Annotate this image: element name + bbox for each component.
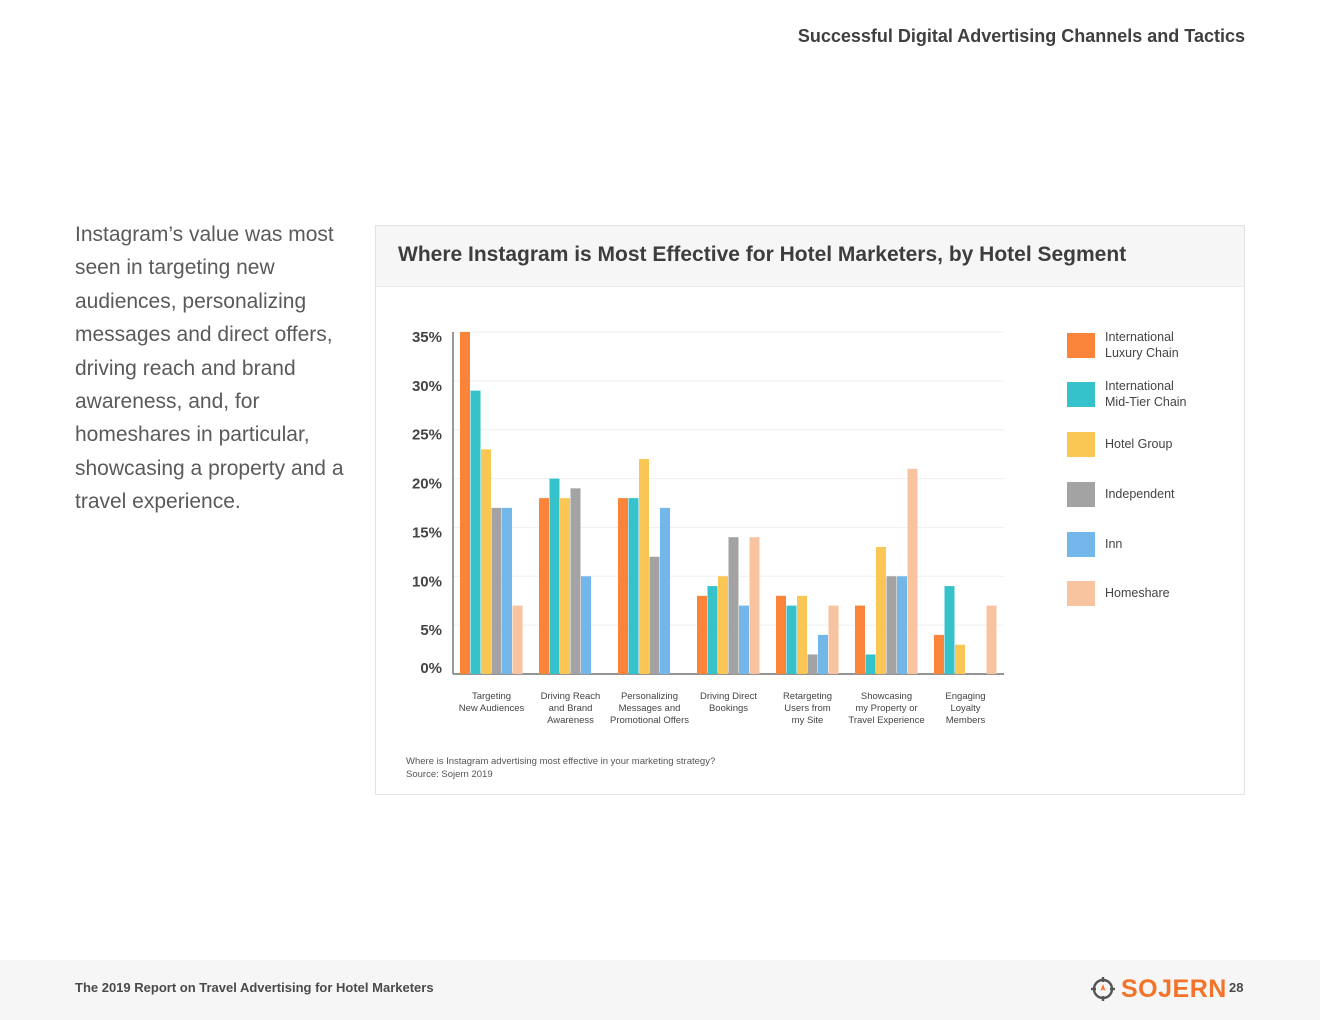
brand-wordmark: SOJERN — [1121, 974, 1227, 1003]
bar — [855, 605, 865, 674]
legend-label: Mid-Tier Chain — [1105, 395, 1187, 409]
legend-swatch — [1067, 382, 1095, 407]
bar — [581, 576, 591, 674]
bar — [491, 507, 502, 674]
bar — [865, 654, 876, 674]
sojern-logo: SOJERN — [1090, 973, 1227, 1005]
y-tick-label: 35% — [412, 329, 442, 346]
legend-label: Homeshare — [1105, 586, 1170, 600]
bar — [512, 605, 523, 674]
chart-card: Where Instagram is Most Effective for Ho… — [375, 225, 1245, 795]
bar — [728, 537, 739, 674]
legend-label: Hotel Group — [1105, 437, 1172, 451]
bar — [560, 498, 570, 674]
x-tick-label: my Property or — [855, 703, 917, 714]
legend-label: Independent — [1105, 487, 1175, 501]
bar — [934, 634, 944, 674]
x-tick-label: and Brand — [549, 703, 593, 714]
legend-label: International — [1105, 379, 1174, 393]
bar — [697, 595, 707, 674]
bar — [639, 459, 649, 674]
report-title: The 2019 Report on Travel Advertising fo… — [75, 980, 434, 995]
bar — [828, 605, 839, 674]
x-tick-label: New Audiences — [459, 703, 525, 714]
bar — [707, 586, 718, 674]
x-tick-label: Members — [946, 715, 986, 726]
bar — [660, 507, 670, 674]
y-tick-label: 5% — [420, 622, 442, 639]
bar — [470, 390, 481, 674]
legend-swatch — [1067, 333, 1095, 358]
y-tick-label: 30% — [412, 378, 442, 395]
x-tick-label: Bookings — [709, 703, 748, 714]
legend-label: International — [1105, 330, 1174, 344]
x-tick-label: Retargeting — [783, 691, 832, 702]
section-title: Successful Digital Advertising Channels … — [797, 26, 1245, 46]
x-tick-label: my Site — [792, 715, 824, 726]
bar — [739, 605, 749, 674]
x-tick-label: Driving Direct — [700, 691, 757, 702]
chart-notes: Where is Instagram advertising most effe… — [406, 755, 715, 781]
x-tick-label: Engaging — [945, 691, 985, 702]
x-tick-label: Targeting — [472, 691, 511, 702]
footer: The 2019 Report on Travel Advertising fo… — [0, 960, 1320, 1020]
legend-swatch — [1067, 482, 1095, 507]
x-tick-label: Personalizing — [621, 691, 678, 702]
legend-label: Luxury Chain — [1105, 346, 1179, 360]
bar — [618, 498, 628, 674]
x-tick-label: Users from — [784, 703, 831, 714]
bar — [481, 449, 491, 674]
chart-title: Where Instagram is Most Effective for Ho… — [398, 243, 1127, 266]
y-tick-label: 20% — [412, 476, 442, 493]
y-tick-label: 25% — [412, 427, 442, 444]
bar — [628, 498, 639, 674]
bar — [876, 546, 886, 674]
bar — [818, 634, 828, 674]
chart-card-header: Where Instagram is Most Effective for Ho… — [376, 226, 1244, 287]
bar — [786, 605, 797, 674]
bar — [807, 654, 818, 674]
bar — [539, 498, 549, 674]
bar — [944, 586, 955, 674]
bar — [986, 605, 997, 674]
bar — [502, 507, 512, 674]
legend-swatch — [1067, 432, 1095, 457]
x-tick-label: Showcasing — [861, 691, 912, 702]
bar — [886, 576, 897, 674]
bar — [776, 595, 786, 674]
bar — [460, 332, 470, 674]
compass-icon — [1091, 977, 1115, 1001]
source-note: Source: Sojern 2019 — [406, 769, 493, 780]
y-tick-label: 10% — [412, 573, 442, 590]
bar — [955, 644, 965, 674]
bar — [797, 595, 807, 674]
bar — [718, 576, 728, 674]
y-tick-label: 0% — [420, 660, 442, 677]
legend-swatch — [1067, 532, 1095, 557]
legend-label: Inn — [1105, 537, 1122, 551]
bar — [907, 468, 918, 674]
intro-paragraph: Instagram’s value was most seen in targe… — [75, 223, 344, 514]
legend-swatch — [1067, 581, 1095, 606]
page-number: 28 — [1229, 980, 1244, 995]
survey-question: Where is Instagram advertising most effe… — [406, 756, 716, 767]
x-tick-label: Driving Reach — [541, 691, 601, 702]
x-tick-label: Awareness — [547, 715, 594, 726]
x-tick-label: Messages and — [619, 703, 681, 714]
bar — [549, 478, 560, 674]
x-tick-label: Travel Experience — [848, 715, 924, 726]
y-tick-label: 15% — [412, 524, 442, 541]
bar — [897, 576, 907, 674]
x-tick-label: Promotional Offers — [610, 715, 689, 726]
x-tick-label: Loyalty — [950, 703, 980, 714]
bar — [570, 488, 581, 674]
bar — [749, 537, 760, 674]
bar — [649, 556, 660, 674]
